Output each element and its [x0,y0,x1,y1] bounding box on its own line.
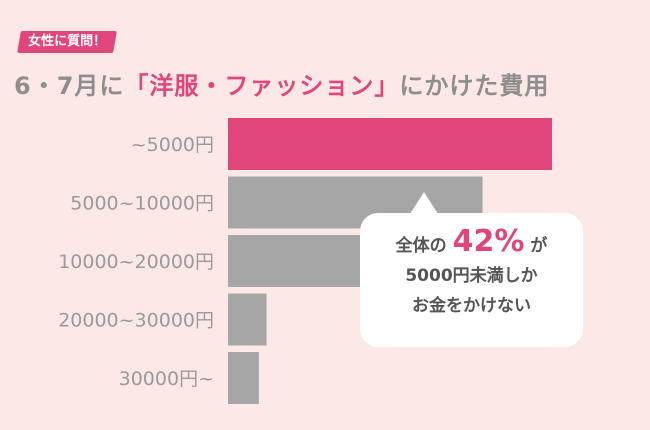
title-highlight: 「洋服・ファッション」 [124,72,400,100]
page-title: 6・7月に「洋服・ファッション」にかけた費用 [14,66,549,101]
bar-4 [228,352,259,404]
category-label-0: ~5000円 [131,134,214,156]
category-label-2: 10000~20000円 [58,251,214,273]
bar-2 [228,235,383,287]
callout-tail [410,192,438,214]
callout-line2: 5000円未満しか [405,266,538,286]
bar-3 [228,293,267,346]
category-label-3: 20000~30000円 [58,310,214,332]
category-label-1: 5000~10000円 [70,193,214,215]
callout-line3: お金をかけない [412,296,531,316]
callout-line1-post: が [530,236,548,256]
callout-line1-pre: 全体の [395,236,447,256]
callout-percent: 42% [452,224,525,259]
category-label-4: 30000円~ [119,368,214,390]
callout-text: 全体の 42% が 5000円未満しか お金をかけない [360,227,583,321]
callout-bubble: 全体の 42% が 5000円未満しか お金をかけない [360,213,583,347]
callout-line1: 全体の 42% が [360,227,583,261]
bar-0 [228,118,552,170]
title-pre: 6・7月に [14,72,125,100]
title-post: にかけた費用 [399,72,550,100]
